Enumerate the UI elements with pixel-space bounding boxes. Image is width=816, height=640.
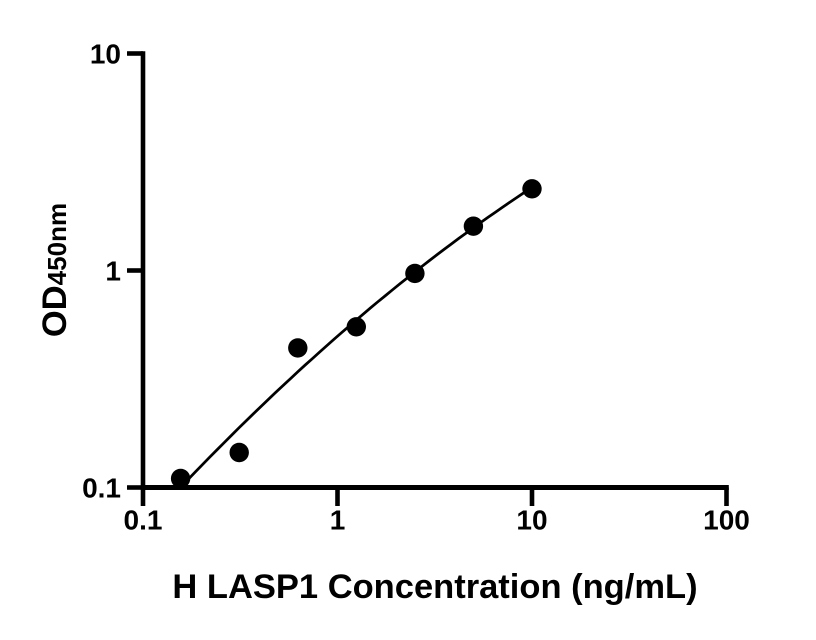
data-point [288,338,308,358]
y-axis-title: OD450nm [36,203,74,337]
data-point [405,263,425,284]
data-point [170,468,191,489]
data-point [346,317,366,337]
data-point [229,442,249,463]
x-tick-label: 100 [703,505,750,536]
y-axis-title-main: OD [36,285,74,337]
data-point [522,179,542,199]
y-tick-label: 1 [105,256,121,287]
x-axis-title: H LASP1 Concentration (ng/mL) [172,568,697,606]
x-tick-label: 1 [330,505,346,536]
y-tick-label: 0.1 [82,473,121,504]
y-axis-title-sub: 450nm [42,203,72,285]
x-tick-label: 0.1 [124,505,163,536]
data-point [463,216,484,236]
y-tick-label: 10 [90,39,121,70]
x-tick-label: 10 [516,505,547,536]
